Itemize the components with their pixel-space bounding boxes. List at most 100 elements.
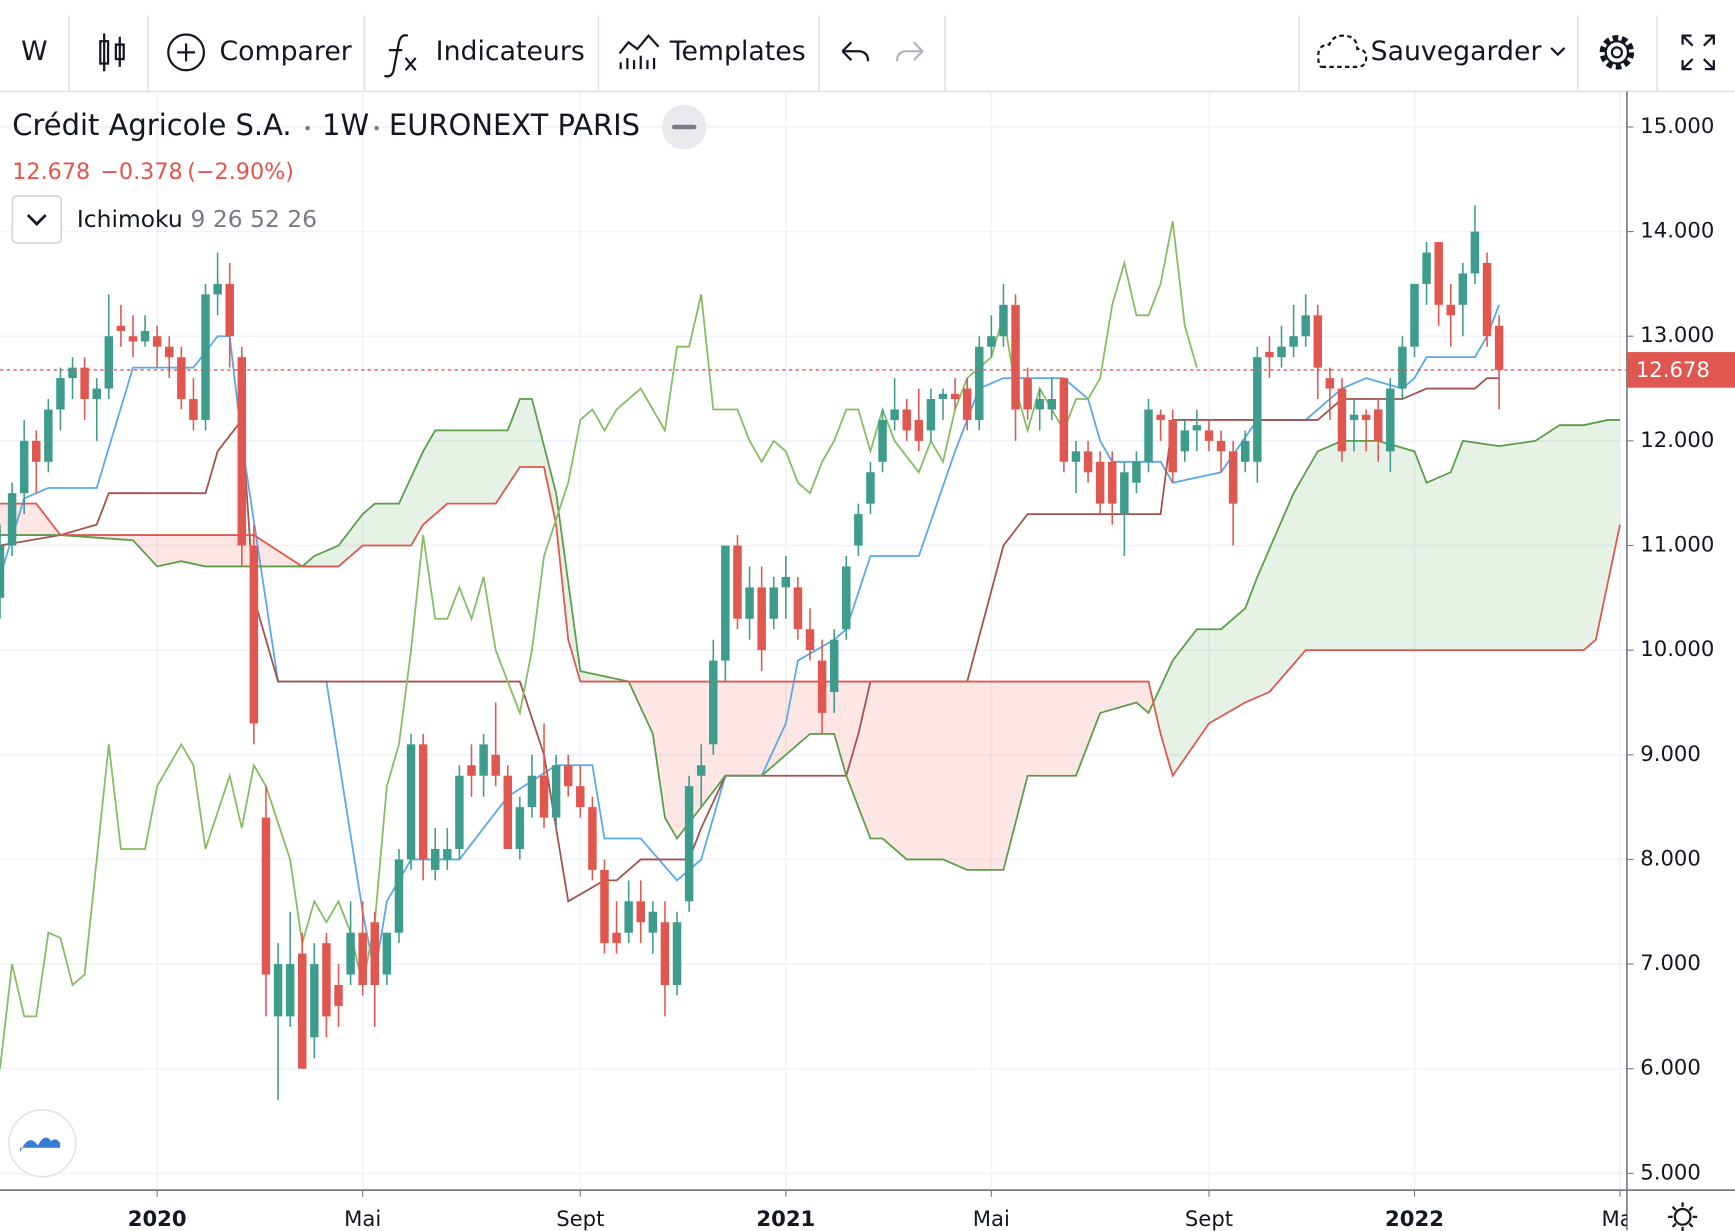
candle-body xyxy=(866,472,875,504)
candle-body xyxy=(443,848,452,860)
candle-body xyxy=(1458,273,1468,305)
candle-body xyxy=(249,545,259,724)
candle-body xyxy=(709,660,718,745)
symbol-interval: 1W xyxy=(322,108,369,142)
collapse-legend-button[interactable] xyxy=(661,104,707,150)
candle-body xyxy=(56,378,65,410)
candle-body xyxy=(503,775,513,849)
candle-body xyxy=(515,807,525,849)
save-label[interactable]: Sauvegarder xyxy=(1371,36,1542,67)
indicator-name[interactable]: Ichimoku xyxy=(77,205,183,233)
y-tick-label: 14.000 xyxy=(1640,218,1714,243)
candle-body xyxy=(298,953,307,1069)
candle-body xyxy=(1241,440,1250,462)
indicator-toggle[interactable] xyxy=(11,195,63,244)
indicators-label[interactable]: Indicateurs xyxy=(436,36,585,67)
candle-body xyxy=(370,922,380,986)
candle-body xyxy=(684,786,694,902)
indicator-line xyxy=(0,220,1198,1069)
candle-body xyxy=(576,786,585,808)
x-tick-label: 2020 xyxy=(128,1206,187,1231)
candle-body xyxy=(152,336,162,347)
candle-body xyxy=(1434,242,1443,305)
candle-body xyxy=(261,817,271,975)
indicator-line xyxy=(0,466,1621,778)
candle-body xyxy=(999,304,1008,337)
candle-body xyxy=(829,639,839,693)
candle-body xyxy=(539,775,549,818)
templates-label[interactable]: Templates xyxy=(669,36,806,67)
x-tick-label: Mai xyxy=(344,1206,381,1231)
candle-body xyxy=(213,283,222,295)
candle-body xyxy=(612,932,621,944)
candle-body xyxy=(334,985,343,1006)
y-tick-label: 15.000 xyxy=(1640,113,1714,138)
candle-body xyxy=(1180,430,1190,452)
price-label: 12.678 xyxy=(1636,357,1710,382)
candle-body xyxy=(757,587,766,651)
candle-body xyxy=(769,587,778,619)
indicators-button[interactable]: Indicateurs xyxy=(384,34,585,78)
templates-button[interactable]: Templates xyxy=(618,33,806,70)
candle-body xyxy=(950,393,960,400)
plot-area xyxy=(0,91,1627,1191)
fullscreen-button[interactable] xyxy=(1681,34,1715,71)
candle-body xyxy=(1059,378,1069,462)
compare-label[interactable]: Comparer xyxy=(220,36,352,67)
candle-body xyxy=(636,901,645,923)
candle-body xyxy=(600,869,609,944)
candle-body xyxy=(902,409,911,431)
candle-body xyxy=(491,754,500,776)
candle-body xyxy=(1289,336,1298,347)
candle-body xyxy=(672,922,682,986)
candle-body xyxy=(1023,378,1032,410)
candle-body xyxy=(1494,325,1504,370)
candle-body xyxy=(987,336,996,347)
candle-body xyxy=(1446,304,1455,316)
compare-button[interactable]: Comparer xyxy=(167,33,352,72)
candle-body xyxy=(104,336,114,389)
settings-button[interactable] xyxy=(1599,35,1635,70)
x-tick-label: Sept xyxy=(556,1206,604,1231)
candle-body xyxy=(80,367,89,400)
toolbar: W Comparer Indicateurs Templates Sauvega… xyxy=(0,15,1735,93)
candle-body xyxy=(68,367,77,379)
x-tick-label: Mai xyxy=(973,1206,1010,1231)
candle-body xyxy=(165,346,174,358)
price-label-box xyxy=(1626,352,1735,388)
legend: Crédit Agricole S.A. 1W EURONEXT PARIS 1… xyxy=(11,104,707,244)
candle-body xyxy=(310,964,319,1038)
candle-body xyxy=(382,932,392,975)
candle-body xyxy=(322,943,331,1017)
undo-button[interactable] xyxy=(841,41,870,62)
x-tick-label: Sept xyxy=(1185,1206,1233,1231)
candle-body xyxy=(805,629,815,651)
cloud-fill xyxy=(1151,419,1621,776)
candle-body xyxy=(962,388,972,420)
candle-body xyxy=(1482,262,1492,337)
x-tick-label: Mai xyxy=(1601,1206,1638,1231)
interval-button[interactable]: W xyxy=(21,36,47,67)
redo-button[interactable] xyxy=(895,41,924,62)
y-tick-label: 12.000 xyxy=(1640,427,1714,452)
candle-body xyxy=(745,587,754,619)
candle-body xyxy=(0,545,5,598)
candle-body xyxy=(696,765,706,776)
cloud-fill xyxy=(299,399,629,682)
logo[interactable] xyxy=(8,1109,77,1178)
y-tick-label: 11.000 xyxy=(1640,532,1714,557)
candle-body xyxy=(1301,315,1310,337)
candle-body xyxy=(1277,346,1286,358)
candle-body xyxy=(1192,425,1202,431)
candle-body xyxy=(1470,231,1480,274)
candle-body xyxy=(1216,440,1226,452)
price-change: −0.378 xyxy=(100,159,182,185)
candle-body xyxy=(44,409,53,462)
save-button[interactable]: Sauvegarder xyxy=(1317,34,1566,68)
chart-style-button[interactable] xyxy=(99,33,125,72)
candle-body xyxy=(721,545,730,661)
y-tick-label: 13.000 xyxy=(1640,322,1714,347)
time-axis-settings[interactable] xyxy=(1668,1202,1698,1231)
